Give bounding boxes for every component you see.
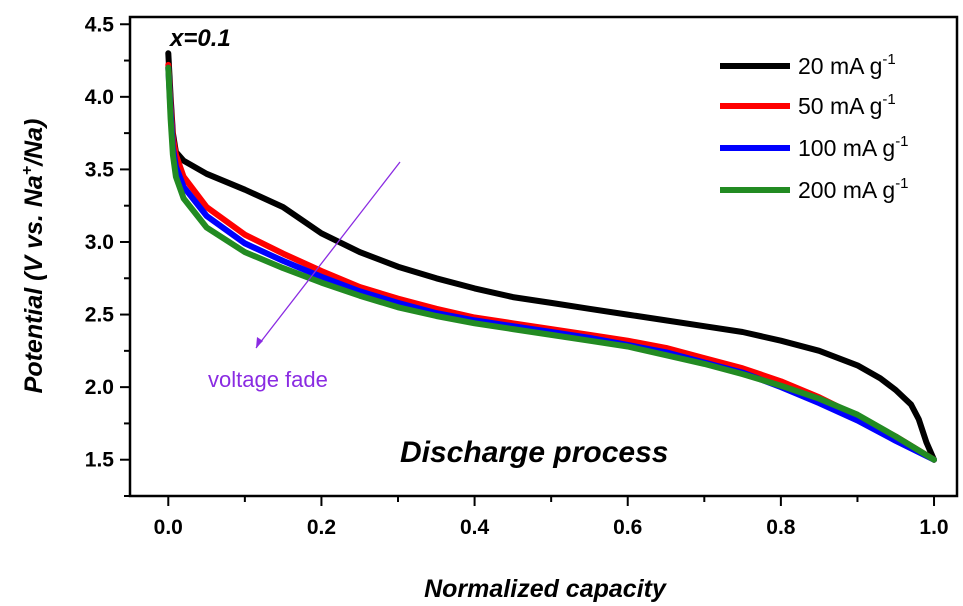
legend: 20 mA g-1 50 mA g-1 100 mA g-1 200 mA g-… xyxy=(720,51,909,203)
x-tick-label: 0.6 xyxy=(613,516,642,539)
x-tick-label: 0.8 xyxy=(766,516,796,539)
series-lines xyxy=(165,50,937,463)
legend-label: 50 mA g-1 xyxy=(798,91,896,119)
legend-item-50: 50 mA g-1 xyxy=(720,91,896,119)
x-tick-label: 1.0 xyxy=(919,516,948,539)
x-tick-label: 0.4 xyxy=(460,516,490,539)
legend-label: 100 mA g-1 xyxy=(798,133,909,161)
tick-marks xyxy=(120,23,936,506)
legend-item-100: 100 mA g-1 xyxy=(720,133,909,161)
series-line-3 xyxy=(165,64,937,463)
tick-labels: 0.0 0.2 0.4 0.6 0.8 1.0 1.5 2.0 2.5 3.0 3.5 4.0 4.5 xyxy=(85,13,949,539)
x-tick-label: 0.0 xyxy=(154,516,183,539)
x-axis-title: Normalized capacity xyxy=(424,575,667,603)
composition-annotation: x=0.1 xyxy=(168,25,231,52)
series-line-0 xyxy=(165,50,937,463)
y-tick-label: 4.5 xyxy=(85,13,115,36)
x-tick-label: 0.2 xyxy=(307,516,336,539)
y-axis-title: Potential (V vs. Na+/Na) xyxy=(19,119,48,394)
voltage-fade-arrow xyxy=(255,161,401,349)
y-tick-label: 4.0 xyxy=(85,86,114,109)
y-tick-label: 3.0 xyxy=(85,231,114,254)
y-tick-label: 2.5 xyxy=(85,304,115,327)
voltage-fade-annotation: voltage fade xyxy=(208,367,328,392)
legend-item-200: 200 mA g-1 xyxy=(720,175,909,203)
y-tick-label: 2.0 xyxy=(85,376,114,399)
plot-frame xyxy=(128,15,959,498)
legend-item-20: 20 mA g-1 xyxy=(720,51,896,79)
y-tick-label: 1.5 xyxy=(85,449,115,472)
legend-label: 20 mA g-1 xyxy=(798,51,896,79)
y-tick-label: 3.5 xyxy=(85,158,115,181)
legend-label: 200 mA g-1 xyxy=(798,175,909,203)
process-annotation: Discharge process xyxy=(400,436,668,469)
